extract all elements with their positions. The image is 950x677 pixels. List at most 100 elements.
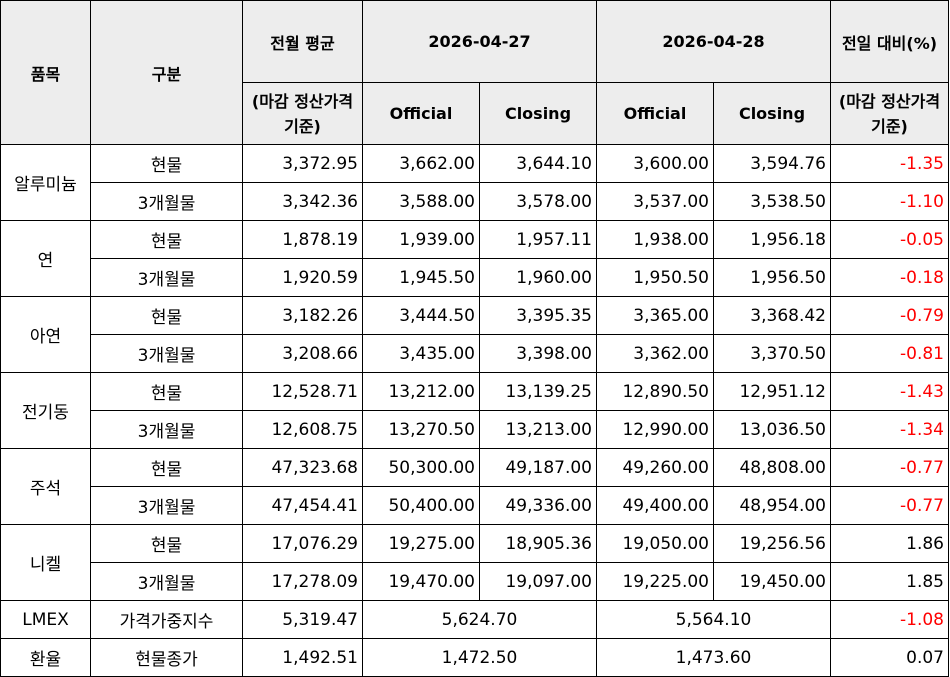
header-official-2: Official bbox=[596, 82, 714, 145]
d2-official: 12,890.50 bbox=[596, 372, 714, 411]
prev-month-avg: 1,920.59 bbox=[242, 258, 363, 297]
metal-name: 니켈 bbox=[0, 524, 91, 601]
prev-month-avg: 3,342.36 bbox=[242, 182, 363, 221]
table-row: 전기동 현물 12,528.71 13,212.00 13,139.25 12,… bbox=[0, 372, 949, 449]
d2-official: 3,362.00 bbox=[596, 334, 714, 373]
table-row: 주석 현물 47,323.68 50,300.00 49,187.00 49,2… bbox=[0, 448, 949, 525]
d2-official: 49,260.00 bbox=[596, 448, 714, 487]
d1-official: 3,662.00 bbox=[362, 144, 480, 183]
prev-month-avg: 3,182.26 bbox=[242, 296, 363, 335]
d1-closing: 1,960.00 bbox=[479, 258, 597, 297]
fx-d1: 1,472.50 bbox=[362, 638, 597, 677]
header-day-change-note: (마감 정산가격 기준) bbox=[830, 82, 949, 145]
d1-closing: 3,644.10 bbox=[479, 144, 597, 183]
d1-official: 13,270.50 bbox=[362, 410, 480, 449]
d2-closing: 12,951.12 bbox=[713, 372, 831, 411]
contract-type: 3개월물 bbox=[90, 486, 243, 525]
header-date-1: 2026-04-27 bbox=[362, 0, 597, 83]
d2-closing: 19,450.00 bbox=[713, 562, 831, 601]
table-row: 3개월물 17,278.09 19,470.00 19,097.00 19,22… bbox=[1, 562, 949, 601]
d1-closing: 18,905.36 bbox=[479, 524, 597, 563]
table-row: 3개월물 47,454.41 50,400.00 49,336.00 49,40… bbox=[1, 486, 949, 525]
table-row: 3개월물 3,342.36 3,588.00 3,578.00 3,537.00… bbox=[1, 182, 949, 221]
lmex-d1: 5,624.70 bbox=[362, 600, 597, 639]
d1-official: 3,588.00 bbox=[362, 182, 480, 221]
prev-month-avg: 12,608.75 bbox=[242, 410, 363, 449]
d2-closing: 1,956.18 bbox=[713, 220, 831, 259]
d1-closing: 49,336.00 bbox=[479, 486, 597, 525]
table-row: 연 현물 1,878.19 1,939.00 1,957.11 1,938.00… bbox=[0, 220, 949, 297]
header-date-2: 2026-04-28 bbox=[596, 0, 831, 83]
d1-closing: 3,398.00 bbox=[479, 334, 597, 373]
contract-type: 3개월물 bbox=[90, 182, 243, 221]
d2-official: 49,400.00 bbox=[596, 486, 714, 525]
table-body: 알루미늄 현물 3,372.95 3,662.00 3,644.10 3,600… bbox=[0, 144, 949, 677]
fx-day-change: 0.07 bbox=[830, 638, 949, 677]
prev-month-avg: 17,278.09 bbox=[242, 562, 363, 601]
d2-official: 3,365.00 bbox=[596, 296, 714, 335]
table-row-fx: 환율 현물종가 1,492.51 1,472.50 1,473.60 0.07 bbox=[0, 638, 949, 677]
prev-month-avg: 3,208.66 bbox=[242, 334, 363, 373]
metal-name: 연 bbox=[0, 220, 91, 297]
day-change: 1.86 bbox=[830, 524, 949, 563]
header-official-1: Official bbox=[362, 82, 480, 145]
d2-closing: 48,808.00 bbox=[713, 448, 831, 487]
day-change: -0.77 bbox=[830, 448, 949, 487]
contract-type: 3개월물 bbox=[90, 334, 243, 373]
day-change: -1.43 bbox=[830, 372, 949, 411]
table-row-lmex: LMEX 가격가중지수 5,319.47 5,624.70 5,564.10 -… bbox=[0, 600, 949, 639]
lmex-name: LMEX bbox=[0, 600, 91, 639]
d1-closing: 19,097.00 bbox=[479, 562, 597, 601]
header-closing-1: Closing bbox=[479, 82, 597, 145]
day-change: -0.18 bbox=[830, 258, 949, 297]
d2-closing: 13,036.50 bbox=[713, 410, 831, 449]
header-day-change: 전일 대비(%) bbox=[830, 0, 949, 83]
table-row: 3개월물 1,920.59 1,945.50 1,960.00 1,950.50… bbox=[1, 258, 949, 297]
contract-type: 현물 bbox=[90, 372, 243, 411]
contract-type: 3개월물 bbox=[90, 410, 243, 449]
header-item: 품목 bbox=[0, 0, 91, 145]
prev-month-avg: 1,878.19 bbox=[242, 220, 363, 259]
table-row: 니켈 현물 17,076.29 19,275.00 18,905.36 19,0… bbox=[0, 524, 949, 601]
d2-closing: 3,594.76 bbox=[713, 144, 831, 183]
metal-name: 전기동 bbox=[0, 372, 91, 449]
d1-official: 13,212.00 bbox=[362, 372, 480, 411]
d1-closing: 49,187.00 bbox=[479, 448, 597, 487]
d2-official: 19,050.00 bbox=[596, 524, 714, 563]
fx-name: 환율 bbox=[0, 638, 91, 677]
d2-official: 3,537.00 bbox=[596, 182, 714, 221]
day-change: 1.85 bbox=[830, 562, 949, 601]
contract-type: 현물 bbox=[90, 296, 243, 335]
d2-official: 19,225.00 bbox=[596, 562, 714, 601]
lmex-prev-month-avg: 5,319.47 bbox=[242, 600, 363, 639]
lmex-day-change: -1.08 bbox=[830, 600, 949, 639]
metal-name: 주석 bbox=[0, 448, 91, 525]
prev-month-avg: 12,528.71 bbox=[242, 372, 363, 411]
d1-closing: 13,213.00 bbox=[479, 410, 597, 449]
header-prev-month-avg-note: (마감 정산가격 기준) bbox=[242, 82, 363, 145]
d2-closing: 1,956.50 bbox=[713, 258, 831, 297]
day-change: -1.10 bbox=[830, 182, 949, 221]
table-row: 3개월물 12,608.75 13,270.50 13,213.00 12,99… bbox=[1, 410, 949, 449]
d1-official: 3,444.50 bbox=[362, 296, 480, 335]
fx-prev-month-avg: 1,492.51 bbox=[242, 638, 363, 677]
contract-type: 현물 bbox=[90, 524, 243, 563]
contract-type: 현물 bbox=[90, 220, 243, 259]
d1-closing: 1,957.11 bbox=[479, 220, 597, 259]
d2-official: 1,938.00 bbox=[596, 220, 714, 259]
d2-closing: 3,538.50 bbox=[713, 182, 831, 221]
d2-closing: 48,954.00 bbox=[713, 486, 831, 525]
header-closing-2: Closing bbox=[713, 82, 831, 145]
table-row: 3개월물 3,208.66 3,435.00 3,398.00 3,362.00… bbox=[1, 334, 949, 373]
d2-official: 3,600.00 bbox=[596, 144, 714, 183]
day-change: -0.79 bbox=[830, 296, 949, 335]
lmex-type: 가격가중지수 bbox=[90, 600, 243, 639]
header-category: 구분 bbox=[90, 0, 243, 145]
d1-closing: 13,139.25 bbox=[479, 372, 597, 411]
table-row: 아연 현물 3,182.26 3,444.50 3,395.35 3,365.0… bbox=[0, 296, 949, 373]
prev-month-avg: 47,454.41 bbox=[242, 486, 363, 525]
d2-official: 1,950.50 bbox=[596, 258, 714, 297]
fx-d2: 1,473.60 bbox=[596, 638, 831, 677]
d1-official: 19,470.00 bbox=[362, 562, 480, 601]
metal-name: 아연 bbox=[0, 296, 91, 373]
